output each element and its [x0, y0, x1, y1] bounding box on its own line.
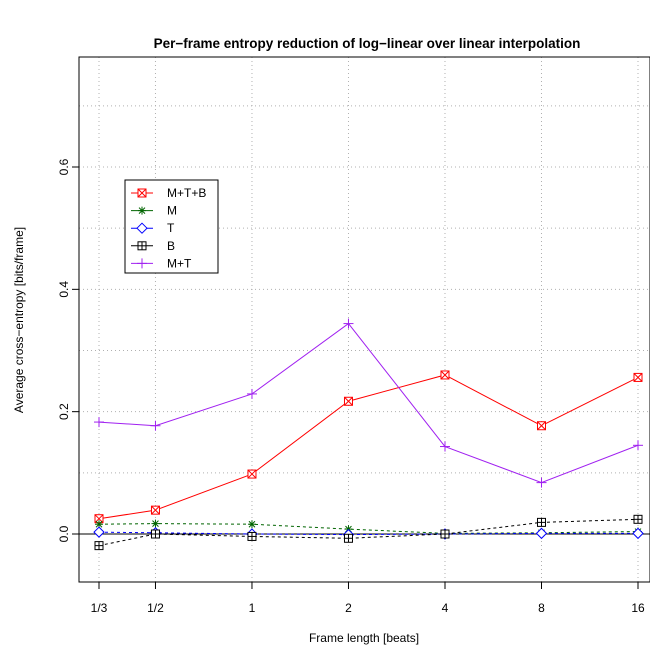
grid [79, 57, 650, 582]
data-point-t [535, 527, 548, 540]
axes: 1/3 1/2 1 2 4 8 16 0.0 0.2 0.4 0.6 [57, 158, 645, 615]
series-m-t-b [94, 370, 643, 524]
legend-label: B [167, 239, 175, 253]
legend-label: M+T [167, 256, 192, 270]
legend: M+T+B MTB M+T [124, 179, 219, 274]
legend-label: M [167, 204, 177, 218]
legend-marker [137, 241, 147, 251]
y-tick-label: 0.0 [57, 525, 71, 542]
data-point-m-t-b [536, 421, 546, 431]
legend-item-m: M [131, 204, 177, 218]
x-tick-label: 8 [538, 601, 545, 615]
data-point-b [440, 529, 450, 539]
data-point-m-t-b [343, 396, 353, 406]
data-point-m-t [439, 441, 450, 452]
legend-label: T [167, 221, 175, 235]
legend-marker [137, 258, 147, 269]
data-point-m-t [94, 417, 104, 428]
x-tick-label: 1/3 [91, 601, 108, 615]
data-point-b [536, 517, 546, 527]
data-point-m [151, 519, 160, 528]
y-tick-label: 0.2 [57, 403, 71, 420]
x-tick-label: 16 [631, 601, 645, 615]
legend-marker [138, 206, 146, 215]
legend-marker [137, 188, 147, 198]
data-point-m-t-b [150, 505, 160, 515]
data-point-b [633, 514, 643, 524]
legend-item-m-t: M+T [131, 256, 192, 270]
y-axis-label: Average cross−entropy [bits/frame] [12, 227, 26, 413]
data-point-m-t-b [440, 370, 450, 380]
legend-item-t: T [131, 221, 175, 235]
data-point-t [93, 526, 105, 538]
data-point-b [94, 541, 104, 551]
data-point-m-t [343, 318, 354, 329]
x-tick-label: 2 [345, 601, 352, 615]
legend-marker [136, 222, 148, 234]
legend-label: M+T+B [167, 186, 206, 200]
chart-title: Per−frame entropy reduction of log−linea… [154, 36, 581, 51]
data-point-m-t-b [633, 372, 643, 382]
data-point-m [247, 520, 256, 529]
x-tick-label: 4 [442, 601, 449, 615]
legend-item-m-t-b: M+T+B [131, 186, 206, 200]
data-point-m-t-b [247, 469, 257, 479]
series-m-t [94, 318, 643, 488]
x-tick-label: 1 [249, 601, 256, 615]
x-tick-label: 1/2 [147, 601, 164, 615]
series-b [94, 514, 643, 551]
data-point-m-t [246, 388, 257, 399]
data-point-b [247, 531, 257, 541]
data-point-b [150, 529, 160, 539]
series-layer [93, 318, 644, 551]
data-point-m-t [536, 477, 547, 488]
data-point-m-t [633, 440, 643, 451]
data-point-m-t [150, 420, 161, 431]
data-point-b [343, 533, 353, 543]
legend-item-b: B [131, 239, 175, 253]
x-axis-label: Frame length [beats] [309, 631, 419, 645]
y-tick-label: 0.6 [57, 158, 71, 175]
data-point-t [632, 527, 644, 540]
y-tick-label: 0.4 [57, 281, 71, 298]
